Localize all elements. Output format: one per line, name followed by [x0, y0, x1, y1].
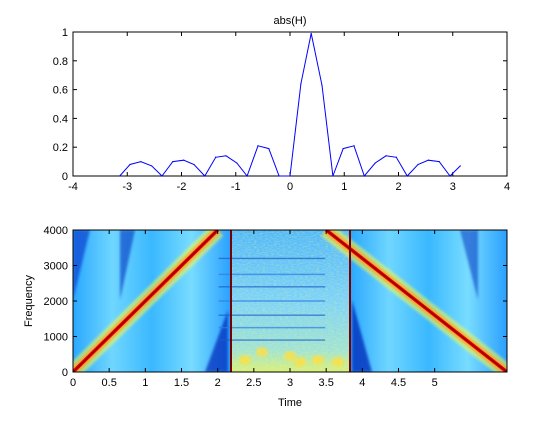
data-point	[353, 145, 355, 147]
x-tick-label: 0.5	[102, 377, 117, 389]
dark-streak	[352, 300, 372, 372]
data-point	[310, 32, 312, 35]
data-point	[427, 159, 429, 161]
data-point	[417, 163, 419, 166]
y-tick-label: 0	[62, 171, 68, 183]
series-abs-h	[119, 32, 461, 178]
y-tick-label: 0.4	[53, 113, 68, 125]
x-tick-label: 4.5	[391, 377, 406, 389]
chirp-ridges	[73, 230, 507, 372]
y-tick-label: 1	[62, 27, 68, 39]
data-point	[161, 175, 163, 177]
data-point	[257, 145, 259, 147]
data-point	[332, 175, 334, 177]
x-tick-label: 1	[341, 181, 347, 193]
x-tick-label: 0	[70, 377, 76, 389]
noise-blob	[284, 351, 296, 361]
x-tick-label: 3	[450, 181, 456, 193]
data-point	[385, 155, 387, 157]
data-point	[278, 175, 280, 177]
data-point	[438, 161, 440, 163]
dark-streak	[205, 310, 228, 372]
x-tick-label: 1	[142, 377, 148, 389]
data-point	[459, 165, 461, 167]
data-point	[193, 163, 195, 166]
x-tick-label: 1.5	[174, 377, 189, 389]
x-axis-ticks: 0 0.5 1 1.5 2 2.5 3 3.5 4 4.5 5	[70, 230, 438, 389]
y-tick-label: 0	[62, 367, 68, 379]
ridge-center	[73, 230, 219, 372]
x-tick-label: 2	[395, 181, 401, 193]
spectrogram-plot: 0 0.5 1 1.5 2 2.5 3 3.5 4 4.5 5 01000200030004000 …	[23, 225, 508, 409]
x-tick-label: -3	[122, 181, 132, 193]
data-point	[449, 175, 451, 177]
x-tick-label: 3	[287, 377, 293, 389]
data-point	[183, 159, 185, 161]
data-point	[246, 175, 248, 177]
x-tick-label: 4	[359, 377, 365, 389]
y-tick-label: 2000	[44, 296, 68, 308]
y-tick-label: 4000	[44, 225, 68, 237]
data-point	[140, 161, 142, 163]
noise-bands	[218, 257, 344, 367]
x-tick-label: 3.5	[319, 377, 334, 389]
data-point	[342, 148, 344, 150]
data-point	[129, 163, 131, 166]
spectrogram-image	[73, 230, 507, 372]
chirp-ridge	[73, 230, 224, 372]
dark-streak	[73, 230, 90, 300]
noise-blob	[256, 347, 268, 357]
y-axis-ticks: 0 1000 2000 3000 4000	[44, 225, 507, 379]
chirp-ridge	[321, 230, 507, 372]
x-axis-label: Time	[278, 397, 302, 409]
plot-axes-box	[72, 31, 508, 177]
dark-streak	[460, 230, 478, 300]
y-axis-label: Frequency	[23, 275, 35, 327]
x-tick-label: 5	[432, 377, 438, 389]
ridge-center	[325, 230, 507, 372]
noise-blob	[294, 357, 306, 367]
data-point	[215, 156, 217, 158]
data-point	[321, 84, 323, 86]
noise-blob	[312, 355, 324, 365]
data-point	[300, 83, 302, 85]
x-tick-label: 0	[287, 181, 293, 193]
x-tick-label: -2	[177, 181, 187, 193]
x-tick-label: 2.5	[246, 377, 261, 389]
plot-title: abs(H)	[273, 15, 306, 27]
y-tick-label: 1000	[44, 332, 68, 344]
data-point	[225, 155, 227, 157]
data-point	[151, 165, 153, 167]
data-point	[204, 175, 206, 177]
magnitude-response-plot: abs(H) -4 -3 -2 -1 0 1 2 3 4 0 0.2 0.4 0.6 0.8 1	[53, 15, 510, 193]
data-point	[363, 175, 365, 177]
x-tick-label: 4	[504, 181, 510, 193]
x-tick-label: -4	[68, 181, 78, 193]
data-point	[374, 162, 376, 164]
x-tick-label: -1	[231, 181, 241, 193]
y-tick-label: 0.8	[53, 56, 68, 68]
dark-streak	[120, 230, 135, 300]
y-tick-label: 3000	[44, 261, 68, 273]
data-point	[406, 175, 408, 177]
data-point	[236, 162, 238, 164]
x-axis-ticks: -4 -3 -2 -1 0 1 2 3 4	[68, 32, 510, 193]
noise-blob	[239, 355, 251, 365]
data-point	[268, 148, 270, 150]
noise-blob	[332, 357, 344, 367]
data-point	[119, 175, 121, 177]
data-point	[172, 161, 174, 163]
data-point	[289, 175, 291, 177]
x-tick-label: 2	[215, 377, 221, 389]
data-point	[395, 156, 397, 158]
y-tick-label: 0.2	[53, 142, 68, 154]
y-axis-ticks: 0 0.2 0.4 0.6 0.8 1	[53, 27, 507, 183]
y-tick-label: 0.6	[53, 85, 68, 97]
